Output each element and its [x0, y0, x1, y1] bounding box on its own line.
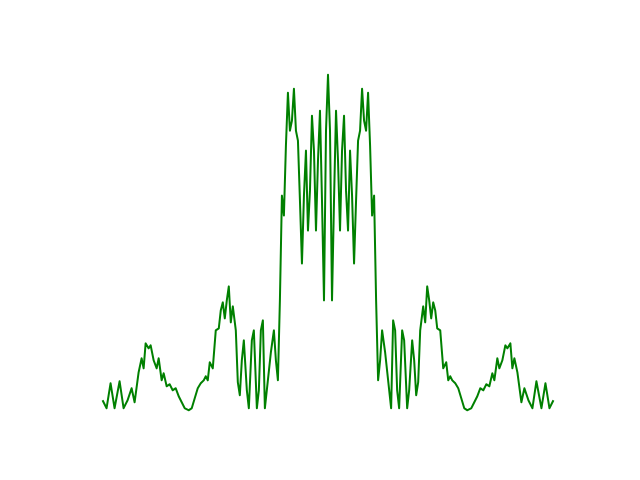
data-line	[101, 73, 555, 412]
